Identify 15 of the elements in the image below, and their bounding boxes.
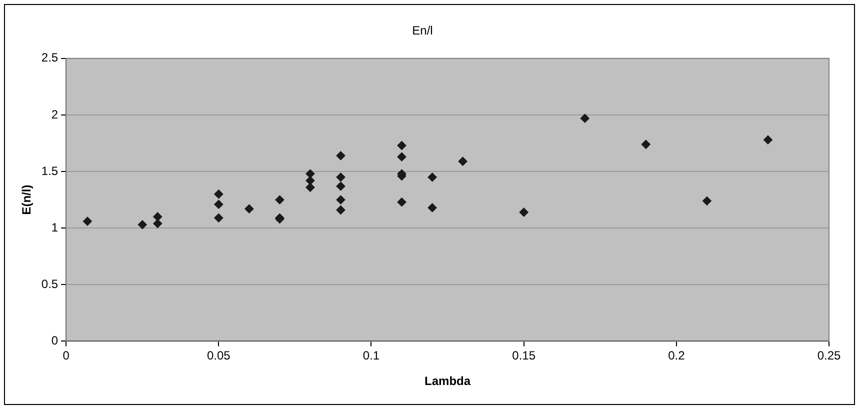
x-tick-label: 0 [62, 348, 70, 363]
y-tick-label: 2.5 [41, 50, 58, 65]
y-tick-label: 2 [51, 107, 58, 122]
x-tick-label: 0.15 [512, 348, 536, 363]
x-axis-title: Lambda [424, 374, 471, 388]
x-tick-label: 0.1 [362, 348, 380, 363]
x-tick-label: 0.05 [206, 348, 231, 363]
y-tick-label: 0.5 [41, 276, 58, 291]
x-tick-label: 0.25 [817, 348, 841, 363]
chart-title: En/l [412, 24, 433, 38]
y-tick-label: 0 [51, 334, 58, 348]
x-tick-label: 0.2 [668, 348, 686, 363]
y-axis-title: E(n/l) [20, 184, 34, 215]
y-tick-label: 1.5 [41, 164, 58, 178]
y-tick-label: 1 [51, 220, 58, 234]
